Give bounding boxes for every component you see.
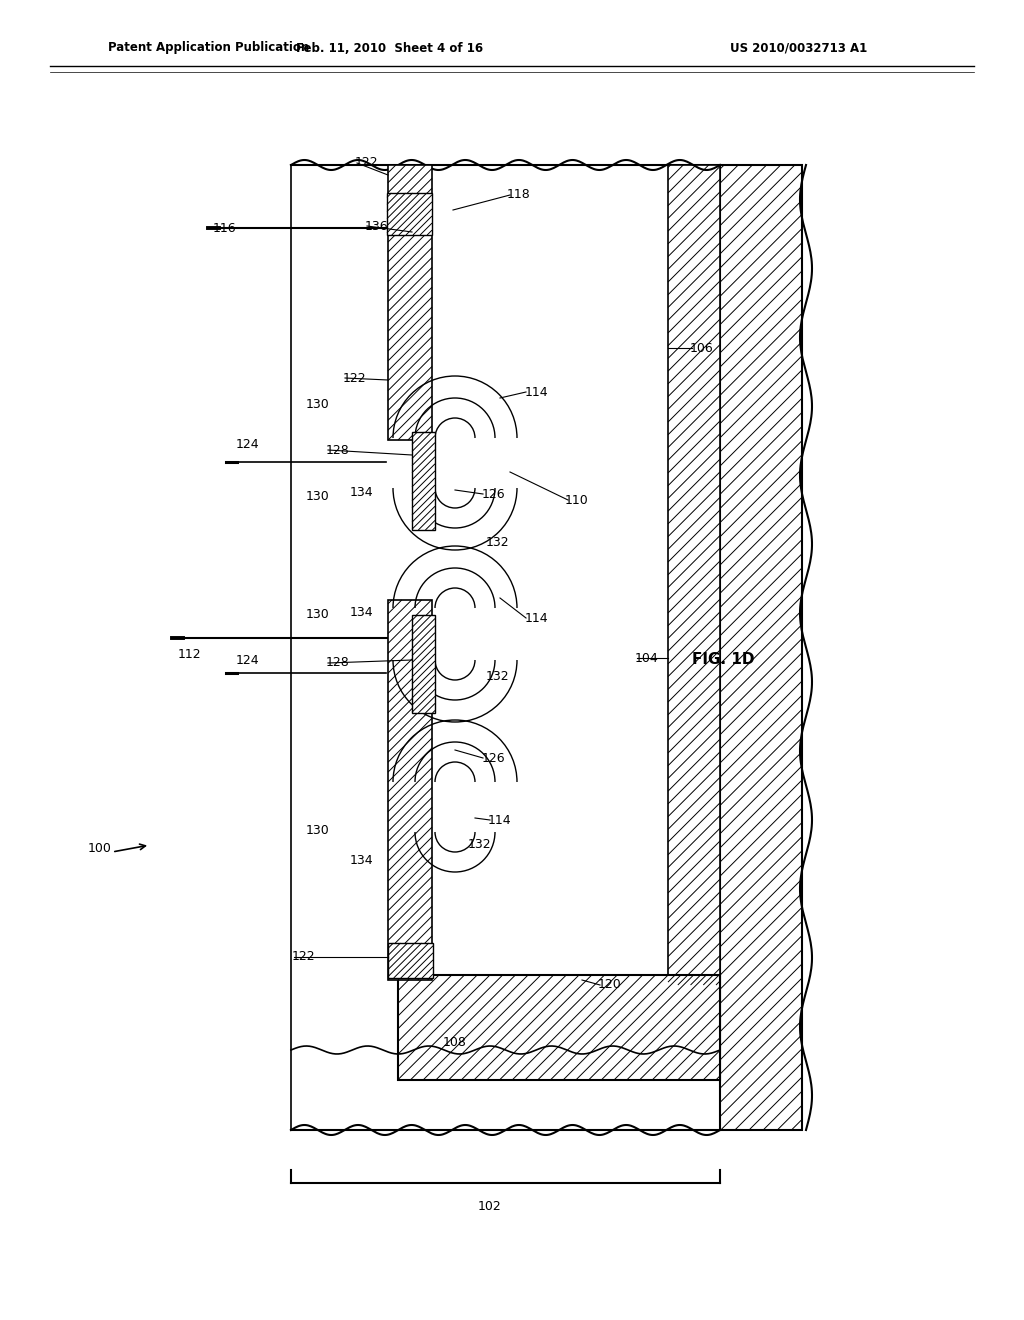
Text: 120: 120 [598,978,622,991]
Text: 114: 114 [525,385,549,399]
Bar [387,193,432,235]
Text: 130: 130 [306,491,330,503]
Bar [388,601,432,979]
Text: 108: 108 [443,1035,467,1048]
Text: 114: 114 [525,611,549,624]
Text: 136: 136 [365,219,389,232]
Text: 110: 110 [565,494,589,507]
Text: 122: 122 [343,371,367,384]
Text: 134: 134 [350,854,374,866]
Text: 130: 130 [306,397,330,411]
Text: FIG. 1D: FIG. 1D [692,652,755,668]
Text: 118: 118 [507,189,530,202]
Bar [388,942,433,978]
Text: 124: 124 [236,438,260,451]
Text: 132: 132 [486,671,510,684]
Text: 102: 102 [478,1200,502,1213]
Text: 128: 128 [326,656,350,669]
Text: 132: 132 [486,536,510,549]
Bar [668,165,720,985]
Text: 124: 124 [236,653,260,667]
Text: 130: 130 [306,609,330,622]
Bar [291,165,720,1130]
Text: Feb. 11, 2010  Sheet 4 of 16: Feb. 11, 2010 Sheet 4 of 16 [296,41,483,54]
Text: 106: 106 [690,342,714,355]
Text: Patent Application Publication: Patent Application Publication [108,41,309,54]
Text: US 2010/0032713 A1: US 2010/0032713 A1 [730,41,867,54]
Bar [412,615,435,713]
Text: 122: 122 [355,157,379,169]
Text: 116: 116 [213,222,237,235]
Text: 134: 134 [350,487,374,499]
Bar [398,975,720,1080]
Text: 126: 126 [482,751,506,764]
Text: 126: 126 [482,487,506,500]
Text: 100: 100 [88,842,112,854]
Bar [388,165,432,440]
Text: 128: 128 [326,444,350,457]
Text: 112: 112 [178,648,202,661]
Text: 130: 130 [306,824,330,837]
Text: 134: 134 [350,606,374,619]
Bar [720,165,802,1130]
Bar [412,432,435,531]
Text: 114: 114 [488,813,512,826]
Text: 122: 122 [292,950,315,964]
Text: 104: 104 [635,652,658,664]
Text: 132: 132 [468,838,492,851]
